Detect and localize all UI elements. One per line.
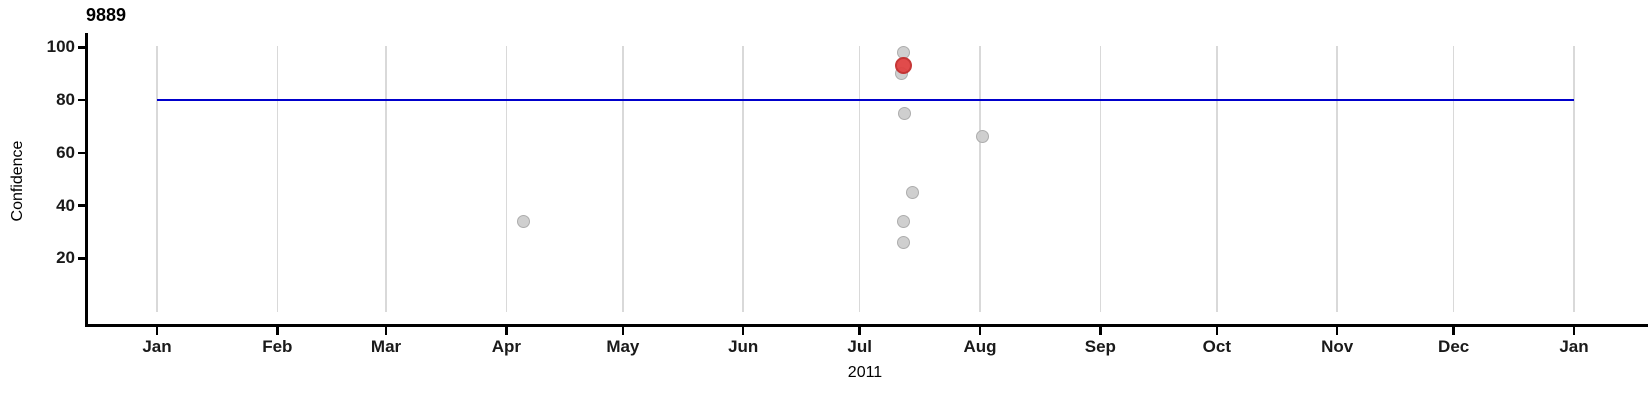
x-axis-tick-label: Jun [728,337,759,356]
x-axis-tick [1572,326,1576,335]
x-axis-tick [155,326,159,335]
y-axis-line [85,33,88,326]
month-gridline [1452,46,1455,312]
x-axis-tick-label: Jan [142,337,172,356]
month-gridline [742,46,744,312]
x-axis-tick [858,326,861,335]
y-axis-tick-label: 20 [56,248,75,268]
x-axis-tick [1215,326,1219,335]
month-gridline [385,46,387,312]
x-axis-year-label: 2011 [847,364,883,381]
data-point [897,214,911,228]
x-axis-tick-label: May [606,337,640,356]
confidence-threshold-line [157,99,1574,101]
month-gridline [622,46,624,312]
y-axis-tick [78,257,86,260]
x-axis-line [85,324,1648,327]
data-point [897,235,911,249]
month-gridline [858,46,861,312]
data-point [897,106,911,120]
month-gridline [1573,46,1575,312]
y-axis-tick-label: 40 [56,195,75,215]
x-axis-tick [505,326,508,335]
x-axis-tick [276,326,279,335]
x-axis-tick [1099,326,1102,335]
x-axis-tick [978,326,982,335]
x-axis-tick-label: Sep [1084,337,1116,356]
x-axis-tick [384,326,388,335]
y-axis-tick-label: 100 [46,37,75,57]
month-gridline [505,46,508,312]
x-axis-tick [1335,326,1339,335]
y-axis-label: Confidence [9,140,26,222]
y-axis-tick [78,46,86,49]
month-gridline [276,46,279,312]
month-gridline [1336,46,1338,312]
x-axis-tick [1452,326,1455,335]
chart-title: 9889 [86,5,127,25]
x-axis-tick-label: Dec [1438,337,1470,356]
x-axis-tick-label: Nov [1321,337,1354,356]
y-axis-tick [78,98,86,102]
data-point [905,185,919,199]
x-axis-tick-label: Feb [262,337,293,356]
y-axis-tick [78,151,86,154]
x-axis-tick-label: Jan [1559,337,1589,356]
data-point [516,214,530,228]
x-axis-tick [741,326,745,335]
data-point [976,130,990,144]
month-gridline [1216,46,1218,312]
x-axis-tick [621,326,625,335]
x-axis-tick-label: Mar [370,337,402,356]
x-axis-tick-label: Apr [491,337,522,356]
y-axis-tick-label: 60 [56,142,75,162]
month-gridline [1099,46,1102,312]
x-axis-tick-label: Oct [1202,337,1231,356]
y-axis-tick-label: 80 [56,90,75,109]
y-axis-tick [78,204,86,207]
month-gridline [156,46,158,312]
highlighted-data-point [894,57,912,75]
x-axis-tick-label: Aug [963,337,997,356]
month-gridline [979,46,981,312]
x-axis-tick-label: Jul [847,337,872,356]
